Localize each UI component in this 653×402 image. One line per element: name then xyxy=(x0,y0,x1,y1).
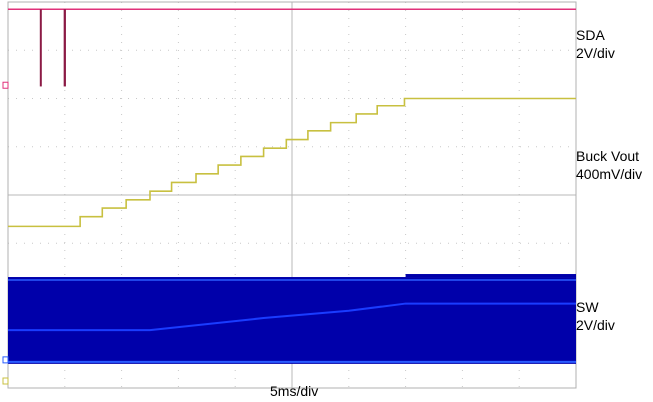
plot-border xyxy=(7,1,577,389)
timebase-label: 5ms/div xyxy=(270,383,319,399)
sw-band-raised-section xyxy=(405,274,576,278)
sw-average-trace xyxy=(8,302,576,332)
channel-markers xyxy=(2,81,9,385)
vout-channel-scale: 400mV/div xyxy=(576,166,643,182)
vout-channel-name: Buck Vout xyxy=(576,148,640,164)
sda-ground-marker xyxy=(2,81,9,89)
sw-channel-scale: 2V/div xyxy=(576,317,615,333)
sda-channel-scale: 2V/div xyxy=(576,45,615,61)
buck-vout-trace xyxy=(8,97,576,228)
sda-pulse xyxy=(39,9,42,87)
sw-channel-name: SW xyxy=(576,299,599,315)
waveform-traces xyxy=(8,8,576,364)
sw-ground-marker xyxy=(2,356,9,364)
vout-ground-marker xyxy=(2,377,9,385)
sw-switching-band xyxy=(8,277,576,364)
sda-pulse xyxy=(63,9,66,87)
graticule-grid xyxy=(7,1,577,389)
sda-channel-name: SDA xyxy=(576,27,605,43)
